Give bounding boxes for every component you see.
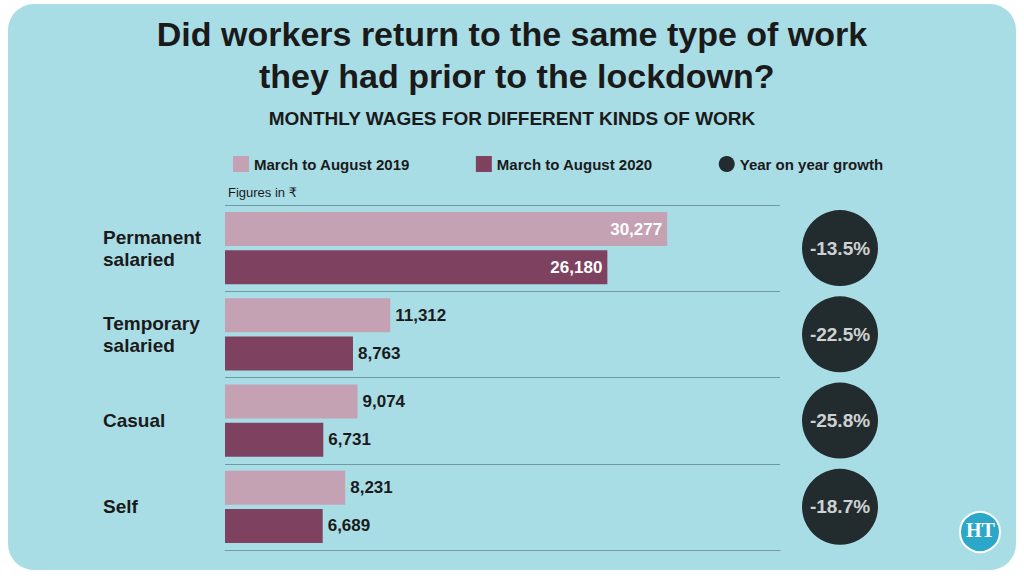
svg-text:26,180: 26,180 — [550, 258, 602, 277]
svg-text:HT: HT — [966, 519, 996, 541]
svg-text:Year on year growth: Year on year growth — [740, 156, 883, 173]
svg-text:Figures in ₹: Figures in ₹ — [228, 185, 297, 200]
svg-text:Temporary: Temporary — [103, 313, 205, 334]
svg-text:8,763: 8,763 — [358, 344, 401, 363]
svg-text:MONTHLY WAGES FOR DIFFERENT KI: MONTHLY WAGES FOR DIFFERENT KINDS OF WOR… — [269, 108, 756, 129]
svg-text:-13.5%: -13.5% — [810, 238, 870, 259]
svg-text:Casual: Casual — [103, 410, 165, 431]
svg-text:9,074: 9,074 — [363, 392, 406, 411]
svg-text:6,731: 6,731 — [328, 430, 371, 449]
svg-text:-25.8%: -25.8% — [810, 410, 870, 431]
svg-text:-18.7%: -18.7% — [810, 496, 870, 517]
svg-text:8,231: 8,231 — [350, 478, 393, 497]
svg-text:salaried: salaried — [103, 335, 175, 356]
svg-text:6,689: 6,689 — [328, 516, 371, 535]
svg-text:Permanent: Permanent — [103, 227, 206, 248]
svg-text:March to August 2019: March to August 2019 — [254, 156, 409, 173]
svg-text:salaried: salaried — [103, 249, 175, 270]
svg-text:March to August 2020: March to August 2020 — [497, 156, 652, 173]
svg-text:11,312: 11,312 — [395, 306, 446, 325]
svg-text:-22.5%: -22.5% — [810, 324, 870, 345]
svg-text:Did workers return to the same: Did workers return to the same type of w… — [157, 15, 867, 53]
svg-text:30,277: 30,277 — [610, 220, 662, 239]
svg-text:Self: Self — [103, 496, 139, 517]
svg-text:they had prior to the lockdown: they had prior to the lockdown? — [249, 57, 774, 95]
